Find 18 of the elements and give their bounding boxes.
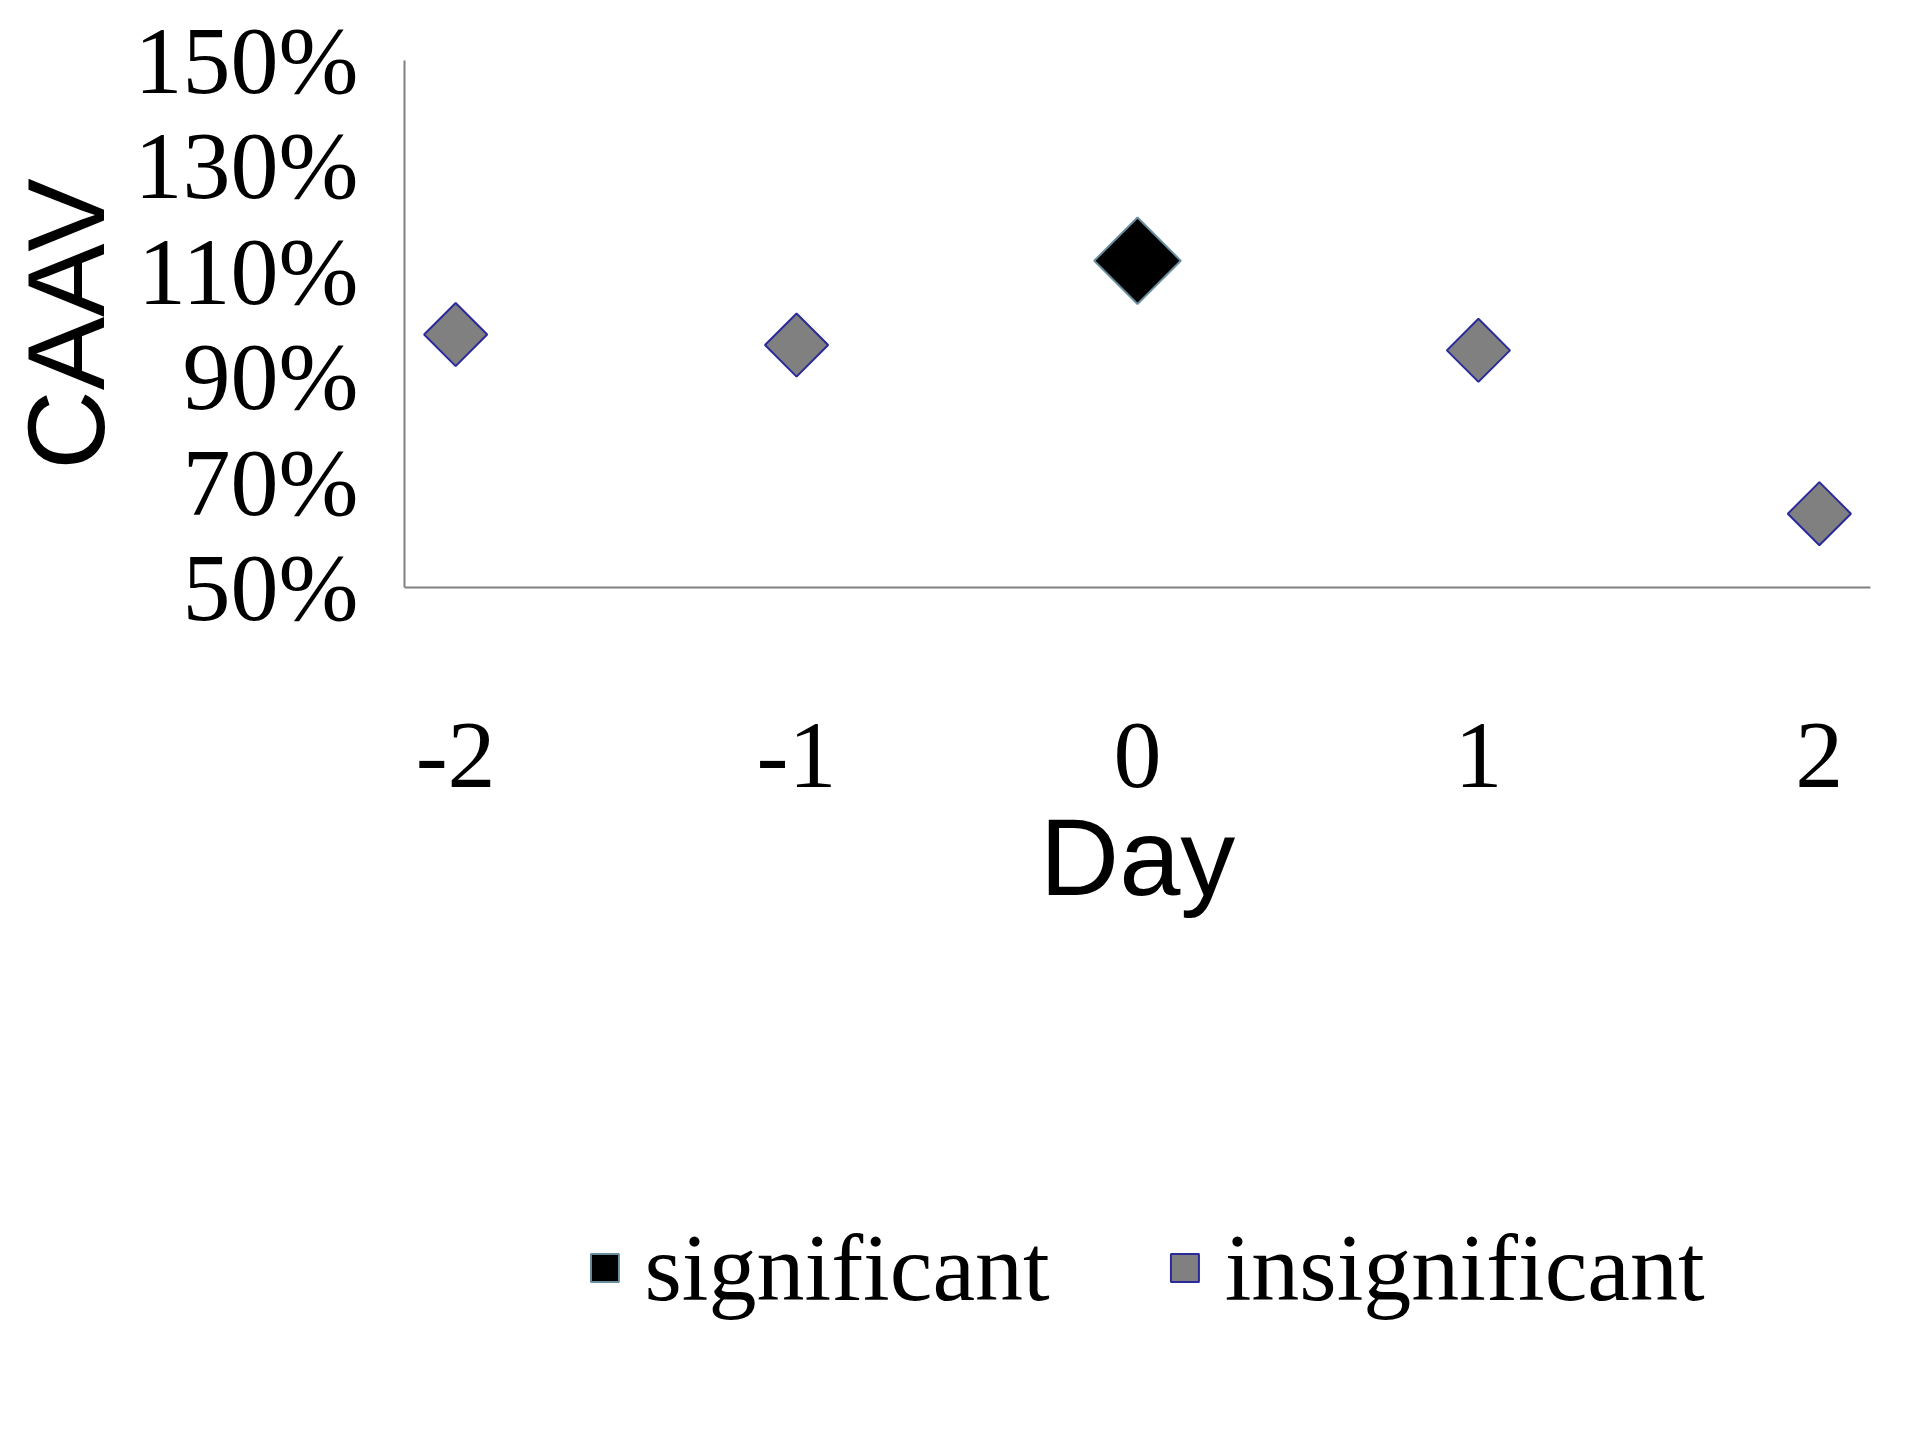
y-tick-label: 70% — [182, 428, 359, 536]
y-tick-label: 110% — [138, 217, 359, 325]
point — [764, 312, 830, 378]
point — [1445, 317, 1511, 383]
y-axis-title: CAAV — [3, 178, 127, 470]
point — [1786, 481, 1852, 547]
legend-label: significant — [644, 1212, 1050, 1323]
x-tick-label: -1 — [756, 700, 837, 808]
y-tick-label: 90% — [182, 323, 359, 431]
point — [1093, 216, 1182, 306]
y-tick-label: 50% — [182, 534, 359, 641]
y-tick-label: 150% — [134, 7, 359, 114]
x-tick-label: 2 — [1795, 700, 1844, 808]
x-tick-label: -2 — [415, 700, 496, 808]
legend-label: insignificant — [1224, 1212, 1705, 1323]
y-tick-label: 130% — [134, 112, 359, 220]
x-tick-label: 1 — [1454, 700, 1503, 808]
point — [423, 301, 489, 368]
